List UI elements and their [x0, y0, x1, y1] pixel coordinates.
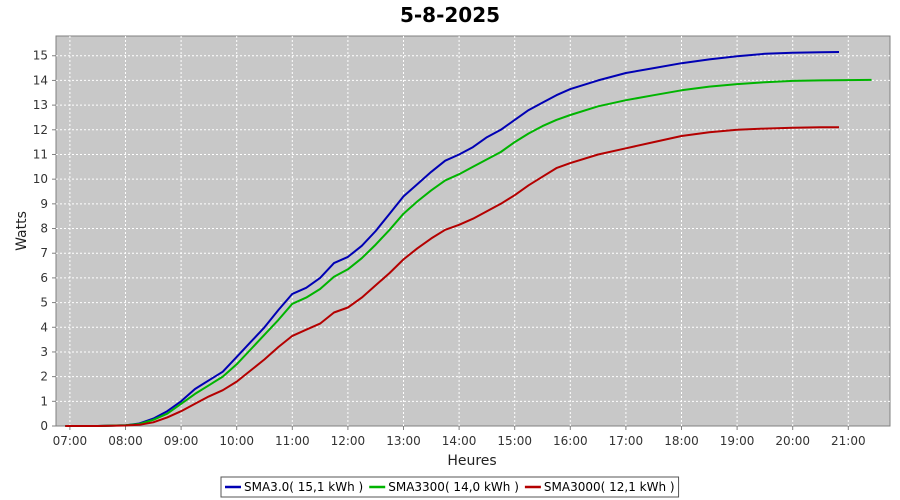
y-tick-label: 10	[33, 172, 48, 186]
y-tick-label: 12	[33, 123, 48, 137]
y-tick-label: 14	[33, 73, 48, 87]
series-line-0	[65, 51, 840, 427]
x-axis-label: Heures	[447, 453, 496, 469]
x-tick-label: 08:00	[108, 434, 143, 448]
legend-box	[220, 476, 680, 498]
x-tick-label: 11:00	[275, 434, 310, 448]
x-tick-label: 21:00	[831, 434, 866, 448]
x-tick-label: 17:00	[609, 434, 644, 448]
y-tick-label: 2	[40, 370, 48, 384]
legend-entry-2: SMA3000( 12,1 kWh )	[544, 480, 675, 494]
legend: SMA3.0( 15,1 kWh ) SMA3300( 14,0 kWh ) SMA…	[220, 476, 680, 498]
y-tick-label: 13	[33, 98, 48, 112]
legend-entry-0: SMA3.0( 15,1 kWh )	[244, 480, 363, 494]
y-tick-label: 15	[33, 49, 48, 63]
series-group	[65, 51, 872, 427]
y-tick-label: 11	[33, 147, 48, 161]
y-tick-label: 9	[40, 197, 48, 211]
x-tick-label: 20:00	[775, 434, 810, 448]
y-axis-label: Watts	[14, 211, 30, 251]
y-tick-label: 1	[40, 394, 48, 408]
x-tick-label: 10:00	[219, 434, 254, 448]
y-tick-label: 7	[40, 246, 48, 260]
x-tick-label: 19:00	[720, 434, 755, 448]
x-tick-label: 14:00	[442, 434, 477, 448]
x-tick-label: 15:00	[497, 434, 532, 448]
series-line-2	[65, 126, 839, 427]
y-tick-label: 4	[40, 320, 48, 334]
y-tick-label: 3	[40, 345, 48, 359]
x-tick-label: 18:00	[664, 434, 699, 448]
series-line-1	[65, 78, 872, 427]
x-tick-label: 12:00	[331, 434, 366, 448]
y-tick-label: 5	[40, 296, 48, 310]
chart-title: 5-8-2025	[400, 3, 500, 27]
y-tick-label: 0	[40, 419, 48, 433]
x-tick-label: 16:00	[553, 434, 588, 448]
x-tick-label: 09:00	[164, 434, 199, 448]
x-tick-label: 13:00	[386, 434, 421, 448]
plot-area	[55, 35, 891, 427]
x-tick-label: 07:00	[53, 434, 88, 448]
grid-lines	[56, 36, 890, 426]
y-tick-label: 8	[40, 222, 48, 236]
y-tick-label: 6	[40, 271, 48, 285]
legend-entry-1: SMA3300( 14,0 kWh )	[388, 480, 519, 494]
